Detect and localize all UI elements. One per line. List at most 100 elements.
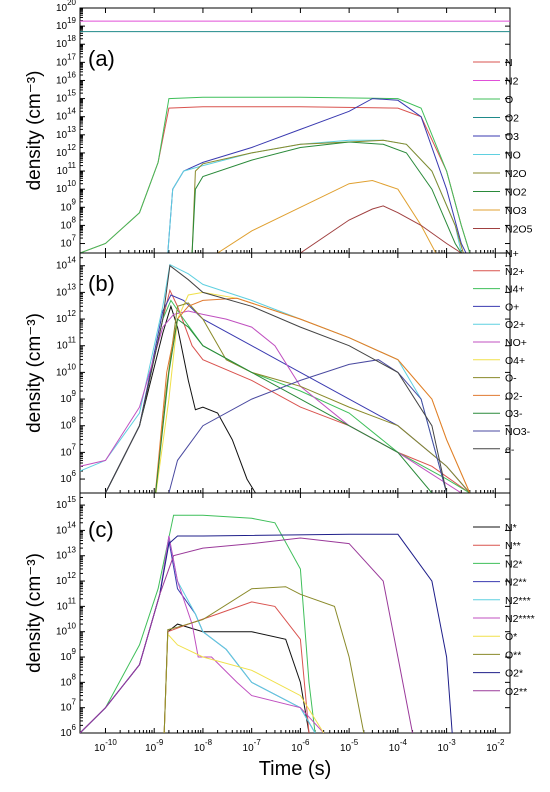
series-line-no2: [191, 141, 462, 253]
y-tick-label: 1019: [56, 16, 77, 32]
y-axis-label: density (cm⁻³): [24, 313, 45, 433]
series-line-n4-: [104, 299, 471, 493]
series-line-n2-: [80, 535, 316, 733]
series-line-o2-: [154, 297, 471, 493]
x-axis-label: Time (s): [259, 758, 332, 780]
legend-label: N4+: [505, 284, 525, 296]
x-tick-label: 10-4: [389, 738, 408, 754]
series-line-o-: [163, 586, 365, 733]
y-tick-label: 108: [60, 672, 76, 688]
y-tick-label: 107: [60, 698, 76, 714]
legend-label: O+: [505, 301, 519, 313]
series-line-no3: [217, 179, 437, 253]
y-tick-label: 108: [60, 215, 76, 231]
legend-label: N2**: [505, 577, 527, 589]
legend-label: O*: [505, 631, 517, 643]
series-line-n2-: [80, 535, 325, 733]
chart-panel-b: 106 107 108 109 1010 1011 1012 1013 1014 (b) densi…: [24, 248, 531, 494]
series-line-n2o: [191, 139, 464, 253]
series-line-o2-: [80, 533, 453, 733]
legend-label: NO3-: [505, 426, 531, 438]
legend-label: N2***: [505, 595, 531, 607]
legend-label: N**: [505, 540, 521, 552]
x-tick-label: 10-7: [243, 738, 262, 754]
legend-label: NO: [505, 150, 521, 162]
y-tick-label: 1013: [56, 282, 77, 298]
series-line-no3-: [168, 359, 448, 493]
legend-label: O3: [505, 131, 519, 143]
legend-label: NO2: [505, 187, 527, 199]
legend-label: O4+: [505, 355, 525, 367]
series-line-o3-: [155, 318, 433, 493]
panel-label: (b): [88, 271, 115, 296]
legend-label: O3-: [505, 408, 523, 420]
legend-label: O2*: [505, 668, 523, 680]
series-line-o: [80, 96, 471, 253]
y-tick-label: 1010: [56, 179, 77, 195]
legend-label: NO3: [505, 205, 527, 217]
legend-label: N2+: [505, 266, 525, 278]
legend-label: N2****: [505, 613, 535, 625]
y-tick-label: 1020: [56, 0, 77, 14]
series-line-n-: [163, 623, 310, 733]
series-line-no-: [80, 310, 462, 493]
y-tick-label: 1015: [56, 495, 77, 511]
plot-frame: [79, 252, 511, 494]
x-tick-label: 10-6: [291, 738, 310, 754]
y-tick-label: 106: [60, 723, 76, 739]
y-tick-label: 1014: [56, 520, 77, 536]
series-line-no: [167, 139, 462, 253]
series-lines: [80, 20, 510, 253]
series-line-o2-: [80, 537, 413, 733]
legend: N+ N2+ N4+ O+ O2+ NO+ O4+ O- O2- O3- NO3- e-: [473, 248, 531, 456]
y-tick-label: 1015: [56, 89, 77, 105]
legend-label: N2*: [505, 558, 523, 570]
series-line-e-: [104, 264, 448, 493]
series-line-n2o5: [300, 205, 462, 253]
y-tick-label: 1013: [56, 125, 77, 141]
series-lines: [80, 514, 453, 733]
y-axis-label: density (cm⁻³): [24, 553, 45, 673]
series-lines: [80, 263, 471, 493]
legend-label: e-: [505, 444, 515, 456]
legend-label: O**: [505, 649, 521, 661]
series-line-o3: [167, 98, 467, 253]
chart-panel-c: 106 107 108 109 1010 1011 1012 1013 1014 1015 10-1…: [24, 492, 535, 754]
y-tick-label: 1014: [56, 107, 77, 123]
panel-label: (a): [88, 46, 115, 71]
x-tick-label: 10-9: [145, 738, 164, 754]
series-line-n2-: [104, 288, 471, 493]
legend-label: O2-: [505, 390, 523, 402]
legend: N* N** N2* N2** N2*** N2**** O* O** O2* O2**: [473, 522, 535, 698]
y-tick-label: 109: [60, 389, 76, 405]
legend-label: N: [505, 57, 513, 69]
y-tick-label: 109: [60, 647, 76, 663]
chart-panel-a: 107 108 109 1010 1011 1012 1013 1014 1015 1016 101…: [24, 0, 533, 254]
legend-label: O-: [505, 373, 517, 385]
y-tick-label: 1017: [56, 52, 77, 68]
y-tick-label: 1012: [56, 571, 77, 587]
series-line-o-: [104, 294, 471, 493]
y-tick-label: 106: [60, 469, 76, 485]
legend-label: NO+: [505, 337, 527, 349]
legend-label: N2O5: [505, 224, 533, 236]
legend-label: O2**: [505, 686, 527, 698]
series-line-n-: [163, 601, 310, 733]
legend-label: N*: [505, 522, 517, 534]
y-tick-label: 1012: [56, 143, 77, 159]
y-axis-label: density (cm⁻³): [24, 71, 45, 191]
y-tick-label: 1012: [56, 309, 77, 325]
series-line-o-: [155, 302, 471, 493]
plot-frame: [79, 492, 511, 734]
y-tick-label: 1016: [56, 70, 77, 86]
series-line-n2-: [80, 540, 316, 733]
y-tick-label: 107: [60, 442, 76, 458]
legend-label: O2+: [505, 319, 525, 331]
y-tick-label: 1010: [56, 362, 77, 378]
x-tick-label: 10-8: [194, 738, 213, 754]
y-tick-label: 1011: [57, 336, 77, 352]
y-tick-label: 109: [60, 197, 76, 213]
plot-frame: [79, 7, 511, 254]
